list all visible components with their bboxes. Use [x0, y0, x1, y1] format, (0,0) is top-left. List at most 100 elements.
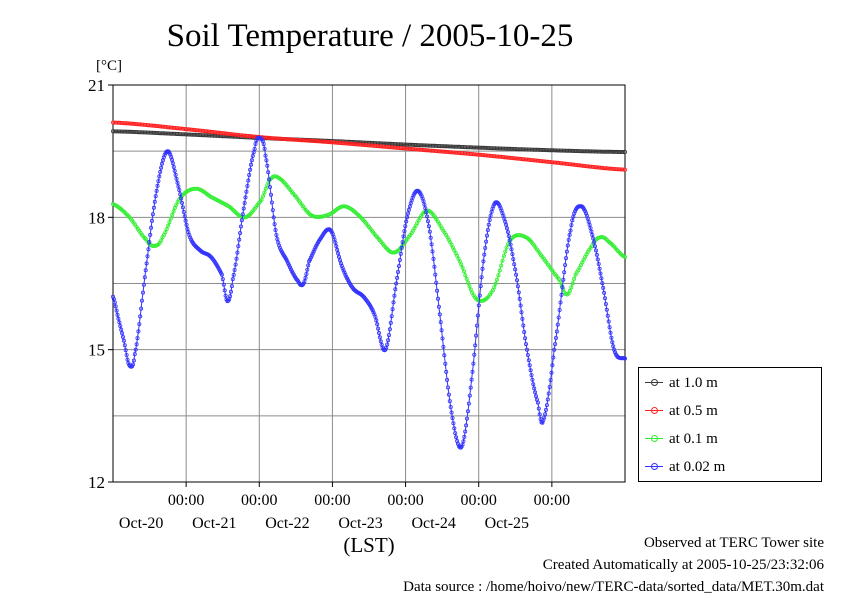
data-point: [453, 431, 458, 436]
data-point: [307, 257, 312, 262]
data-point: [154, 188, 159, 193]
data-point: [182, 214, 187, 219]
data-point: [248, 162, 253, 167]
data-point: [597, 266, 602, 271]
chart-title: Soil Temperature / 2005-10-25: [167, 18, 574, 54]
data-point: [459, 444, 464, 449]
data-point: [591, 236, 596, 241]
data-point: [394, 281, 399, 286]
data-point: [431, 256, 436, 261]
data-point: [380, 345, 385, 350]
data-point: [396, 263, 401, 268]
data-point: [309, 253, 314, 258]
data-point: [373, 314, 378, 319]
data-point: [425, 219, 430, 224]
data-point: [550, 363, 555, 368]
data-point: [228, 289, 233, 294]
data-point: [623, 254, 628, 259]
data-point: [120, 331, 125, 336]
data-point: [274, 232, 279, 237]
data-point: [519, 310, 524, 315]
data-point: [393, 287, 398, 292]
data-point: [411, 193, 416, 198]
data-point: [466, 280, 471, 285]
data-point: [558, 300, 563, 305]
data-point: [604, 307, 609, 312]
data-point: [137, 322, 142, 327]
data-point: [572, 276, 577, 281]
data-point: [603, 296, 608, 301]
data-point: [418, 192, 423, 197]
data-point: [398, 251, 403, 256]
data-point: [526, 358, 531, 363]
data-point: [185, 226, 190, 231]
data-point: [566, 237, 571, 242]
data-point: [159, 161, 164, 166]
data-point: [464, 416, 469, 421]
data-point: [500, 258, 505, 263]
data-point: [376, 330, 381, 335]
data-point: [377, 335, 382, 340]
data-point: [551, 355, 556, 360]
data-point: [378, 339, 383, 344]
data-point: [499, 263, 504, 268]
data-point: [515, 278, 520, 283]
data-point: [501, 253, 506, 258]
data-point: [386, 333, 391, 338]
data-point: [405, 211, 410, 216]
data-point: [115, 312, 120, 317]
legend-swatch: [645, 435, 663, 442]
data-point: [397, 257, 402, 262]
data-point: [569, 223, 574, 228]
data-point: [486, 222, 491, 227]
data-point: [476, 303, 481, 308]
legend: at 1.0 m at 0.5 m at 0.1 m at 0.02 m: [638, 367, 822, 482]
data-point: [171, 209, 176, 214]
data-point: [492, 285, 497, 290]
data-point: [288, 267, 293, 272]
data-point: [174, 176, 179, 181]
data-point: [303, 275, 308, 280]
data-point: [471, 361, 476, 366]
data-point: [608, 330, 613, 335]
data-point: [521, 323, 526, 328]
y-tick-label: 21: [88, 76, 105, 95]
x-date-label: Oct-25: [485, 515, 529, 532]
data-point: [146, 247, 151, 252]
x-tick-label: 00:00: [168, 492, 204, 509]
data-point: [232, 267, 237, 272]
data-point: [525, 347, 530, 352]
data-point: [243, 195, 248, 200]
data-point: [238, 230, 243, 235]
data-point: [240, 212, 245, 217]
data-point: [139, 306, 144, 311]
data-point: [247, 172, 252, 177]
data-point: [329, 229, 334, 234]
data-point: [466, 401, 471, 406]
x-date-label: Oct-20: [119, 515, 163, 532]
data-point: [555, 322, 560, 327]
data-point: [116, 316, 121, 321]
data-point: [426, 224, 431, 229]
data-point: [265, 163, 270, 168]
data-point: [253, 141, 258, 146]
data-point: [305, 267, 310, 272]
data-point: [564, 256, 569, 261]
created-timestamp-note: Created Automatically at 2005-10-25/23:3…: [542, 557, 824, 573]
data-point: [595, 257, 600, 262]
data-point: [183, 218, 188, 223]
data-point: [387, 327, 392, 332]
data-point: [428, 235, 433, 240]
data-point: [222, 288, 227, 293]
data-point: [511, 257, 516, 262]
data-point: [250, 153, 255, 158]
data-point: [621, 167, 626, 172]
data-point: [111, 297, 116, 302]
data-point: [554, 329, 559, 334]
data-point: [340, 266, 345, 271]
data-point: [119, 327, 124, 332]
data-point: [424, 210, 429, 215]
data-point: [184, 222, 189, 227]
data-point: [546, 391, 551, 396]
data-point: [285, 259, 290, 264]
